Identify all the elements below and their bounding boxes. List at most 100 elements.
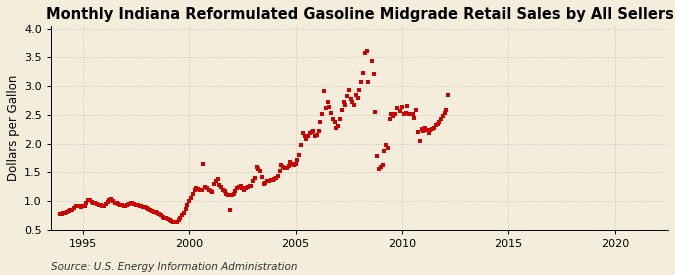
Point (329, 120, 340, 124)
Point (155, 213, 166, 218)
Point (84, 198, 95, 203)
Point (196, 187, 207, 192)
Point (207, 190, 217, 194)
Point (205, 189, 216, 193)
Point (116, 203, 127, 207)
Point (262, 179, 273, 183)
Point (317, 112, 327, 116)
Point (395, 109, 406, 113)
Point (182, 203, 193, 207)
Point (214, 183, 225, 187)
Point (331, 125, 342, 130)
Point (102, 199, 113, 204)
Point (407, 112, 418, 116)
Point (134, 204, 145, 208)
Point (138, 205, 148, 209)
Point (327, 117, 338, 121)
Point (421, 128, 432, 133)
Point (363, 79, 374, 84)
Point (72, 204, 83, 208)
Point (118, 204, 129, 208)
Point (161, 216, 171, 221)
Point (287, 161, 298, 166)
Point (313, 129, 324, 133)
Point (99, 204, 109, 208)
Point (367, 59, 377, 64)
Point (398, 112, 409, 116)
Point (383, 145, 394, 150)
Point (274, 169, 285, 174)
Point (136, 204, 146, 208)
Point (217, 187, 228, 192)
Point (439, 111, 450, 116)
Point (267, 178, 278, 182)
Point (86, 199, 97, 204)
Point (180, 206, 191, 211)
Point (294, 153, 304, 157)
Point (386, 112, 397, 116)
Point (359, 51, 370, 55)
Text: Source: U.S. Energy Information Administration: Source: U.S. Energy Information Administ… (51, 262, 297, 272)
Point (129, 202, 140, 206)
Point (70, 204, 81, 208)
Point (78, 204, 88, 208)
Point (171, 219, 182, 224)
Point (292, 158, 303, 162)
Point (361, 48, 372, 53)
Point (423, 131, 434, 136)
Point (259, 182, 269, 186)
Point (379, 149, 389, 153)
Point (113, 202, 124, 206)
Point (124, 202, 134, 206)
Point (234, 185, 244, 189)
Point (306, 130, 317, 134)
Point (369, 71, 379, 76)
Point (61, 210, 72, 214)
Point (67, 207, 78, 212)
Point (279, 166, 290, 170)
Point (157, 214, 168, 219)
Point (209, 182, 219, 186)
Point (384, 117, 395, 121)
Point (145, 208, 156, 213)
Point (223, 192, 234, 197)
Point (74, 204, 84, 208)
Point (437, 114, 448, 118)
Point (59, 211, 70, 215)
Point (95, 203, 106, 207)
Point (338, 100, 349, 104)
Point (228, 192, 239, 196)
Point (173, 218, 184, 222)
Point (76, 205, 86, 209)
Point (281, 166, 292, 170)
Point (226, 193, 237, 197)
Point (265, 178, 276, 182)
Point (55, 212, 65, 216)
Point (120, 204, 131, 208)
Point (324, 105, 335, 110)
Y-axis label: Dollars per Gallon: Dollars per Gallon (7, 75, 20, 181)
Point (242, 185, 253, 189)
Point (335, 117, 346, 121)
Point (431, 122, 441, 127)
Point (244, 184, 255, 188)
Point (273, 174, 284, 178)
Point (184, 199, 194, 203)
Point (212, 177, 223, 182)
Point (271, 176, 281, 180)
Point (411, 108, 422, 112)
Point (370, 110, 381, 114)
Point (347, 100, 358, 104)
Point (163, 217, 173, 222)
Point (336, 108, 347, 112)
Point (111, 201, 122, 205)
Point (236, 184, 246, 188)
Point (302, 134, 313, 138)
Point (345, 97, 356, 101)
Point (200, 185, 211, 189)
Point (141, 206, 152, 210)
Point (254, 169, 265, 174)
Title: Monthly Indiana Reformulated Gasoline Midgrade Retail Sales by All Sellers: Monthly Indiana Reformulated Gasoline Mi… (45, 7, 674, 22)
Point (148, 210, 159, 214)
Point (143, 207, 154, 211)
